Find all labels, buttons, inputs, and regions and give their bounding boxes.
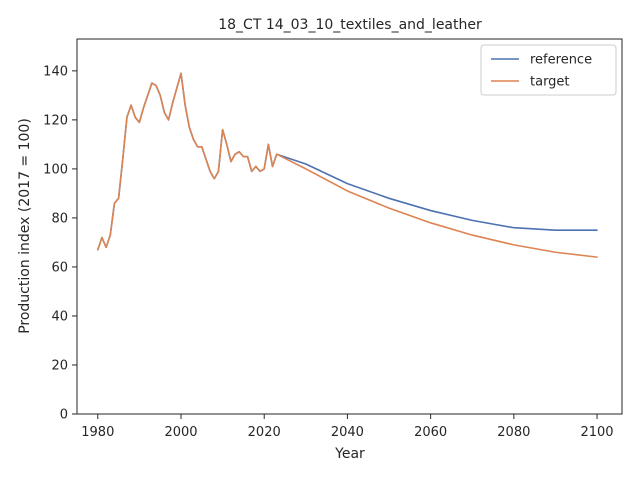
x-tick-label: 2100 xyxy=(580,425,613,440)
axes-frame xyxy=(76,38,623,415)
series-line-reference xyxy=(97,72,598,251)
legend-label-reference: reference xyxy=(530,53,592,68)
series-line-target xyxy=(97,72,598,258)
plot-area: 1980 2000 2020 2040 2060 2080 2100020406080100… xyxy=(43,38,623,440)
y-tick-label: 140 xyxy=(43,64,68,79)
x-tick-label: 2040 xyxy=(331,425,364,440)
y-tick-label: 60 xyxy=(51,260,68,275)
y-tick-label: 40 xyxy=(51,309,68,324)
y-axis-label: Production index (2017 = 100) xyxy=(17,118,33,334)
x-tick-label: 1980 xyxy=(81,425,114,440)
y-tick-label: 120 xyxy=(43,113,68,128)
y-tick-label: 0 xyxy=(60,408,68,423)
legend-label-target: target xyxy=(530,75,570,90)
y-tick-label: 80 xyxy=(51,211,68,226)
x-tick-label: 2080 xyxy=(497,425,530,440)
x-axis-label: Year xyxy=(334,446,365,462)
chart-title: 18_CT 14_03_10_textiles_and_leather xyxy=(218,17,482,33)
x-tick-label: 2020 xyxy=(248,425,281,440)
legend-box xyxy=(480,44,617,96)
y-tick-label: 100 xyxy=(43,162,68,177)
x-tick-label: 2000 xyxy=(164,425,197,440)
legend: reference target xyxy=(480,44,617,96)
y-tick-label: 20 xyxy=(51,358,68,373)
x-tick-label: 2060 xyxy=(414,425,447,440)
